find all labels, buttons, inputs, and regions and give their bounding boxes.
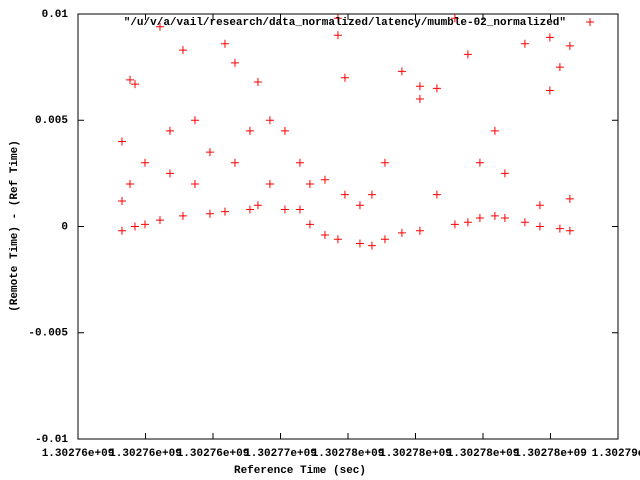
point (535, 201, 544, 210)
point (355, 239, 364, 248)
point (205, 209, 214, 218)
point (397, 67, 406, 76)
point (520, 218, 529, 227)
point (155, 216, 164, 225)
y-axis-label: (Remote Time) - (Ref Time) (9, 140, 21, 312)
x-tick-label: 1.30276e+09 (42, 448, 115, 460)
x-tick-label: 1.30278e+09 (447, 448, 520, 460)
point (380, 235, 389, 244)
point (190, 116, 199, 125)
point (205, 148, 214, 157)
point (490, 211, 499, 220)
point (190, 180, 199, 188)
point (500, 169, 509, 178)
point (140, 220, 149, 229)
point (340, 190, 349, 199)
point (220, 39, 229, 48)
point (295, 158, 304, 167)
point (295, 205, 304, 214)
point (165, 169, 174, 178)
point (520, 39, 529, 48)
point (117, 197, 126, 205)
point (415, 95, 424, 103)
point (333, 14, 342, 23)
point (245, 205, 254, 214)
point (355, 201, 364, 210)
point (155, 22, 164, 31)
point (125, 180, 134, 188)
x-tick-label: 1.30276e+09 (177, 448, 250, 460)
point (475, 214, 484, 222)
y-tick-label: -0.005 (28, 328, 68, 340)
point (305, 180, 314, 188)
point (305, 220, 314, 229)
point (535, 222, 544, 231)
x-tick-label: 1.30277e+09 (244, 448, 317, 460)
point (320, 231, 329, 239)
point (397, 228, 406, 237)
point (415, 82, 424, 91)
point (320, 175, 329, 184)
point (380, 158, 389, 167)
point (555, 224, 564, 233)
x-tick-label: 1.30276e+09 (109, 448, 182, 460)
point (463, 218, 472, 227)
point (130, 222, 139, 231)
point (432, 84, 441, 93)
y-tick-label: 0.01 (42, 9, 69, 21)
point (130, 80, 139, 89)
point (565, 41, 574, 50)
point (220, 207, 229, 216)
point (165, 126, 174, 135)
point (545, 86, 554, 95)
point (230, 58, 239, 67)
point (367, 241, 376, 250)
x-tick-label: 1.30278e+09 (312, 448, 385, 460)
point (230, 158, 239, 167)
legend-label: "/u/v/a/vail/research/data_normalized/la… (124, 17, 566, 29)
point (367, 190, 376, 199)
point (253, 201, 262, 210)
point (415, 226, 424, 235)
y-tick-label: -0.01 (35, 434, 68, 446)
point (280, 126, 289, 135)
point (463, 50, 472, 59)
point (253, 78, 262, 86)
point (555, 63, 564, 72)
y-tick-label: 0.005 (35, 115, 68, 127)
point (245, 126, 254, 135)
x-tick-label: 1.30278e+09 (379, 448, 452, 460)
point (545, 33, 554, 42)
x-tick-label: 1.30279e (592, 448, 640, 460)
point (450, 220, 459, 229)
point (432, 190, 441, 199)
point (490, 126, 499, 135)
point (265, 180, 274, 188)
point (140, 158, 149, 167)
x-tick-label: 1.30278e+09 (514, 448, 587, 460)
point (340, 73, 349, 82)
point (280, 205, 289, 214)
point (333, 235, 342, 244)
point (117, 137, 126, 146)
point (265, 116, 274, 125)
point (565, 226, 574, 235)
x-axis-label: Reference Time (sec) (234, 465, 366, 477)
point (475, 158, 484, 167)
point (500, 214, 509, 222)
point (178, 46, 187, 55)
legend-swatch (586, 18, 594, 26)
point (565, 194, 574, 203)
point (450, 14, 459, 23)
point (125, 75, 134, 84)
point (333, 31, 342, 40)
y-tick-label: 0 (61, 221, 68, 233)
point (178, 211, 187, 220)
point (117, 226, 126, 235)
